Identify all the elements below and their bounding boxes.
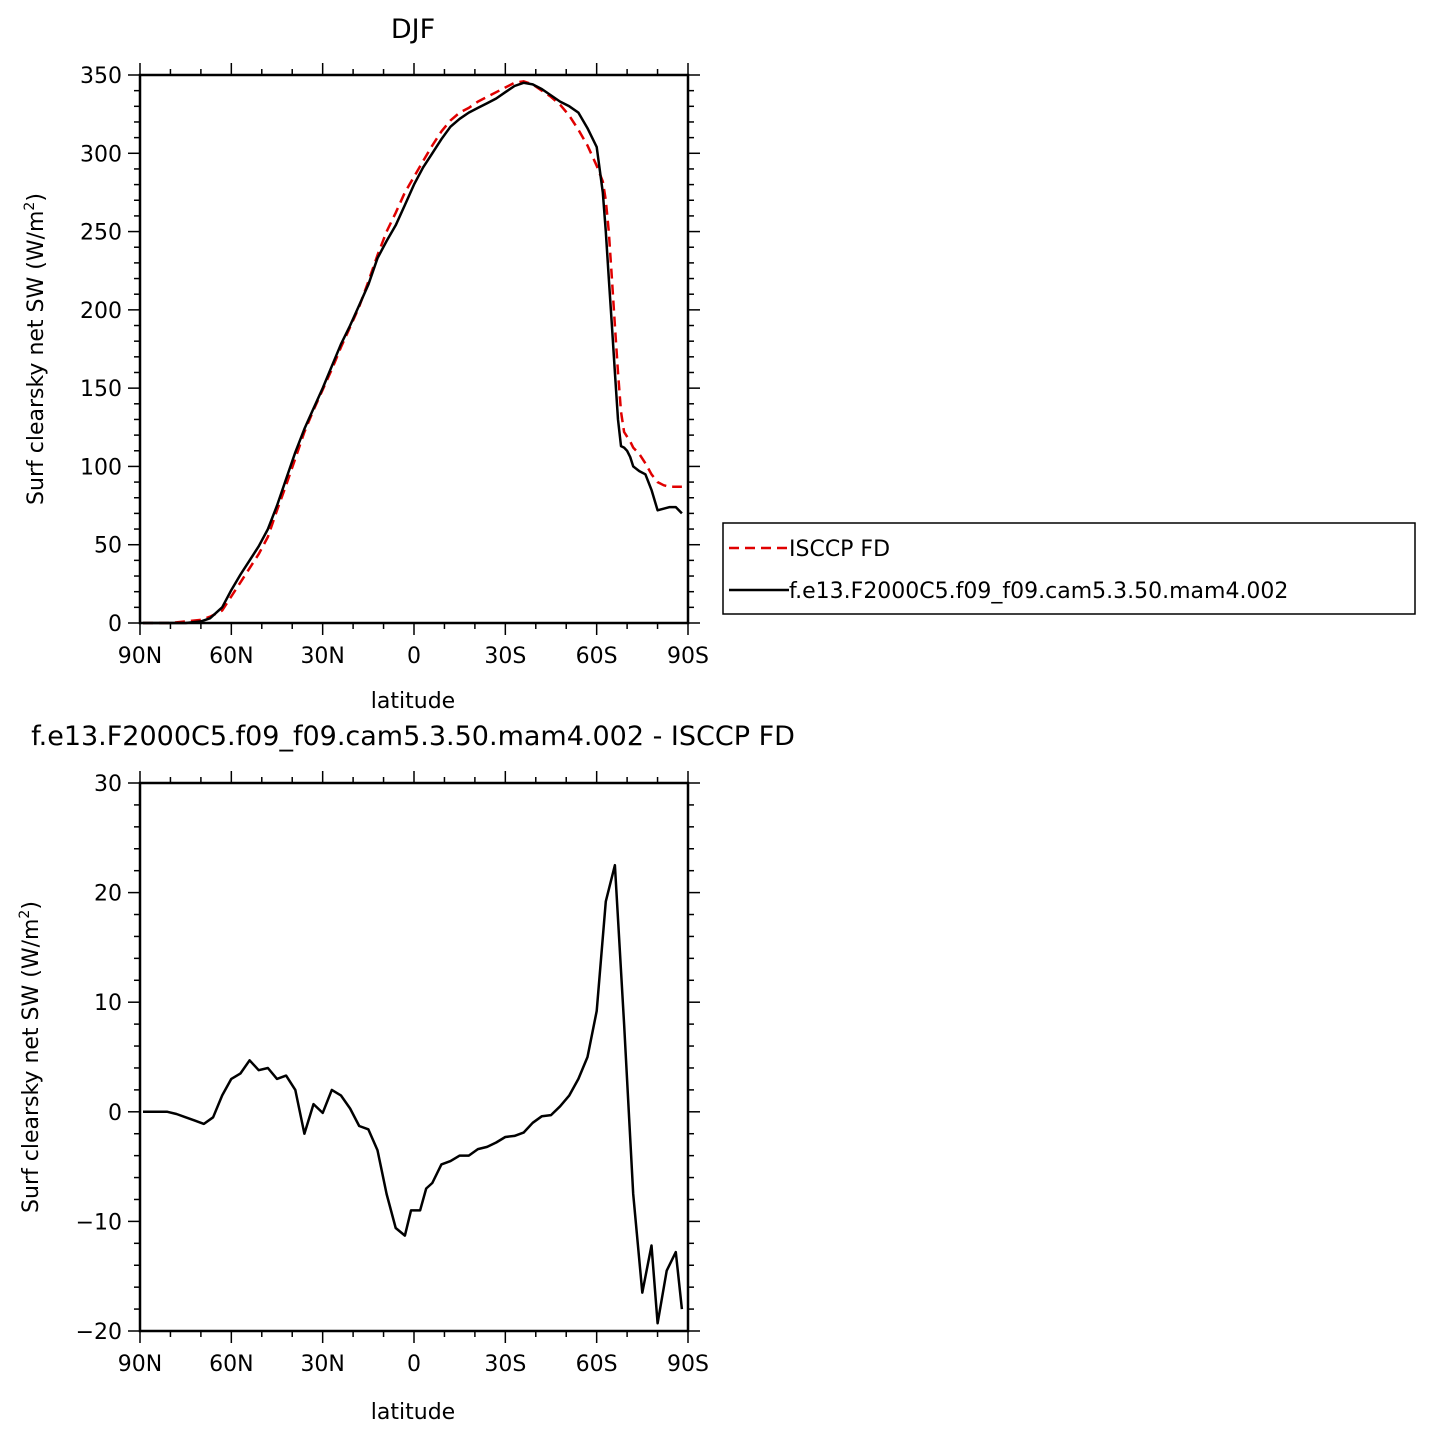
top-chart-series	[143, 80, 683, 625]
top-chart-plot-frame	[138, 73, 690, 625]
top-chart-series-line-1	[143, 81, 683, 625]
bottom-chart-ticks: 90N 60N 30N 0 30S 60S 90S −20 −10 0 10 20 30	[76, 771, 709, 1377]
bottom-chart-x-tick-label: 60N	[209, 1352, 253, 1377]
top-chart-x-tick-label: 30N	[300, 644, 344, 669]
legend-label-model: f.e13.F2000C5.f09_f09.cam5.3.50.mam4.002	[789, 579, 1288, 604]
top-chart-y-tick-label: 100	[80, 455, 122, 480]
top-chart-y-tick-label: 300	[80, 142, 122, 167]
top-chart-y-axis-title: Surf clearsky net SW (W/m2)	[22, 193, 49, 505]
bottom-chart-x-tick-label: 60S	[576, 1352, 618, 1377]
top-chart-y-axis-title-main: Surf clearsky net SW (W/m	[24, 211, 49, 505]
legend-box	[722, 522, 1416, 615]
top-chart-y-tick-label: 200	[80, 299, 122, 324]
top-chart-y-tick-label: 350	[80, 64, 122, 89]
top-chart: DJF 90N 60N 30N 0 30S 60S 90S 0 50 100 150 200 250 30…	[22, 14, 709, 714]
bottom-chart-y-axis-title-main: Surf clearsky net SW (W/m	[19, 919, 44, 1213]
bottom-chart-x-tick-label: 30N	[300, 1352, 344, 1377]
legend-label-isccp-fd: ISCCP FD	[789, 537, 890, 562]
top-chart-x-tick-label: 60S	[576, 644, 618, 669]
bottom-chart-x-tick-label: 0	[407, 1352, 421, 1377]
top-chart-x-tick-label: 90S	[667, 644, 709, 669]
bottom-chart-series-line-0	[143, 863, 684, 1325]
bottom-chart-y-tick-label: −10	[76, 1210, 122, 1235]
top-chart-series-line-0	[143, 80, 682, 625]
bottom-chart-x-tick-label: 30S	[484, 1352, 526, 1377]
bottom-chart-y-tick-label: −20	[76, 1320, 122, 1345]
top-chart-y-axis-title-sup: 2	[22, 202, 38, 211]
bottom-chart-series	[143, 863, 684, 1325]
top-chart-y-axis-title-tail: )	[24, 193, 49, 202]
bottom-chart-y-tick-label: 30	[94, 772, 122, 797]
top-chart-y-tick-label: 50	[94, 534, 122, 559]
bottom-chart-y-tick-label: 10	[94, 991, 122, 1016]
bottom-chart-y-tick-label: 0	[108, 1101, 122, 1126]
top-chart-title: DJF	[391, 14, 435, 45]
top-chart-y-tick-label: 150	[80, 377, 122, 402]
bottom-chart-x-axis-title: latitude	[371, 1400, 455, 1425]
top-chart-x-tick-label: 30S	[484, 644, 526, 669]
bottom-chart-y-axis-title-tail: )	[19, 901, 44, 910]
top-chart-legend: ISCCP FD f.e13.F2000C5.f09_f09.cam5.3.50…	[722, 522, 1416, 615]
top-chart-x-axis-title: latitude	[371, 689, 455, 714]
bottom-chart: f.e13.F2000C5.f09_f09.cam5.3.50.mam4.002…	[17, 721, 795, 1425]
bottom-chart-y-axis-title-sup: 2	[17, 910, 33, 919]
top-chart-x-tick-label: 0	[407, 644, 421, 669]
top-chart-y-tick-label: 250	[80, 221, 122, 246]
bottom-chart-title: f.e13.F2000C5.f09_f09.cam5.3.50.mam4.002…	[31, 721, 795, 752]
bottom-chart-y-tick-label: 20	[94, 882, 122, 907]
bottom-chart-x-tick-label: 90S	[667, 1352, 709, 1377]
top-chart-ticks: 90N 60N 30N 0 30S 60S 90S 0 50 100 150 200 250 300 350	[80, 63, 709, 669]
bottom-chart-plot-frame	[138, 781, 690, 1333]
top-chart-x-tick-label: 60N	[209, 644, 253, 669]
top-chart-x-tick-label: 90N	[118, 644, 162, 669]
top-chart-y-tick-label: 0	[108, 612, 122, 637]
bottom-chart-y-axis-title: Surf clearsky net SW (W/m2)	[17, 901, 44, 1213]
bottom-chart-x-tick-label: 90N	[118, 1352, 162, 1377]
